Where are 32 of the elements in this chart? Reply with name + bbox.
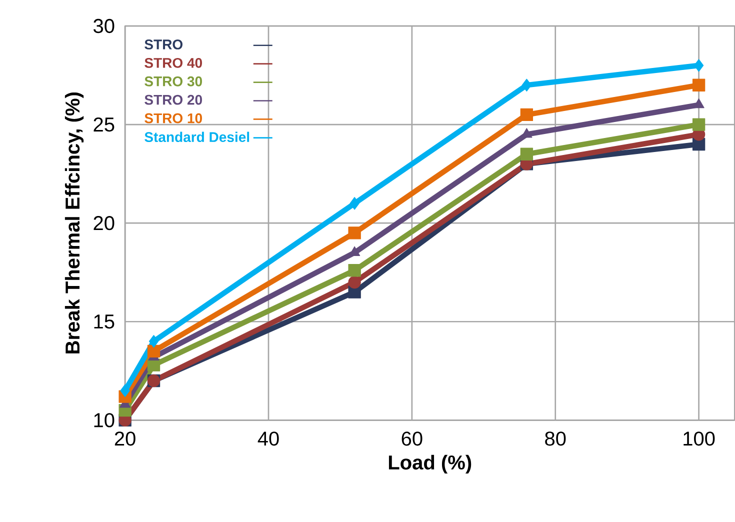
point bbox=[147, 344, 160, 358]
point bbox=[348, 276, 361, 288]
x-axis-title: Load (%) bbox=[388, 454, 472, 474]
legend-label: Standard Desiel bbox=[144, 132, 250, 142]
point bbox=[120, 384, 130, 397]
point bbox=[348, 226, 361, 240]
x-tick-label: 100 bbox=[684, 431, 715, 446]
y-axis-title: Break Thermal Effcincy, (%) bbox=[64, 92, 84, 354]
text: STRO 40 bbox=[144, 58, 202, 68]
point bbox=[350, 196, 360, 210]
x-tick-label: 20 bbox=[114, 431, 136, 446]
x-tick-label: 60 bbox=[402, 431, 422, 446]
point bbox=[692, 78, 706, 92]
point bbox=[520, 108, 534, 121]
y-tick-label: 30 bbox=[94, 18, 114, 33]
x-tick-label: 40 bbox=[258, 431, 279, 446]
point bbox=[694, 58, 704, 72]
point bbox=[148, 334, 159, 348]
point bbox=[693, 98, 704, 108]
text: STRO 20 bbox=[144, 94, 202, 105]
point bbox=[522, 78, 532, 92]
point bbox=[520, 148, 534, 160]
y-tick-label: 15 bbox=[94, 314, 114, 329]
y-tick-label: 20 bbox=[94, 216, 114, 230]
text: STRO 30 bbox=[144, 76, 202, 86]
point bbox=[348, 264, 361, 277]
text: STRO 10 bbox=[144, 113, 202, 124]
text: STRO bbox=[144, 39, 182, 50]
x-tick-label: 80 bbox=[545, 431, 566, 446]
point bbox=[692, 118, 706, 131]
y-tick-label: 10 bbox=[94, 412, 114, 428]
y-tick-label: 25 bbox=[94, 117, 114, 132]
